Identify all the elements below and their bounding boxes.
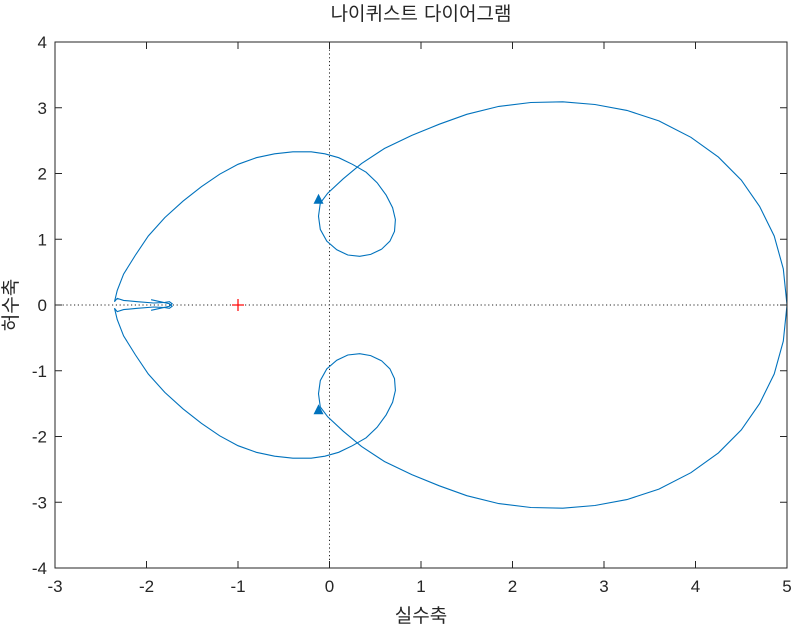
- x-tick-label: 5: [782, 577, 791, 596]
- y-tick-label: 3: [38, 99, 47, 118]
- x-tick-label: -1: [230, 577, 245, 596]
- plot-frame: [54, 41, 788, 569]
- x-tick-label: -3: [47, 577, 62, 596]
- y-axis-label: 허수축: [0, 279, 22, 331]
- y-tick-label: 0: [38, 296, 47, 315]
- x-axis-label: 실수축: [395, 605, 447, 627]
- zero-lines: [55, 42, 787, 568]
- y-tick-label: -1: [32, 362, 47, 381]
- y-tick-label: -2: [32, 428, 47, 447]
- y-tick-label: 1: [38, 230, 47, 249]
- y-tick-label: -3: [32, 493, 47, 512]
- direction-arrow-0: [313, 193, 324, 204]
- direction-arrow-1: [313, 404, 324, 415]
- y-tick-label: 2: [38, 165, 47, 184]
- series-layer: [113, 101, 788, 509]
- x-tick-label: 1: [416, 577, 425, 596]
- nyquist-curve-positive-frequency: [113, 101, 788, 311]
- x-tick-label: 4: [691, 577, 700, 596]
- critical-point-marker: [232, 299, 244, 311]
- y-tick-label: -4: [32, 559, 47, 578]
- x-tick-label: 0: [325, 577, 334, 596]
- y-tick-label: 4: [38, 33, 47, 52]
- x-tick-label: 2: [508, 577, 517, 596]
- x-tick-label: 3: [599, 577, 608, 596]
- x-tick-label: -2: [139, 577, 154, 596]
- chart-title: 나이퀴스트 다이어그램: [331, 3, 512, 25]
- nyquist-curve-negative-frequency: [113, 299, 788, 509]
